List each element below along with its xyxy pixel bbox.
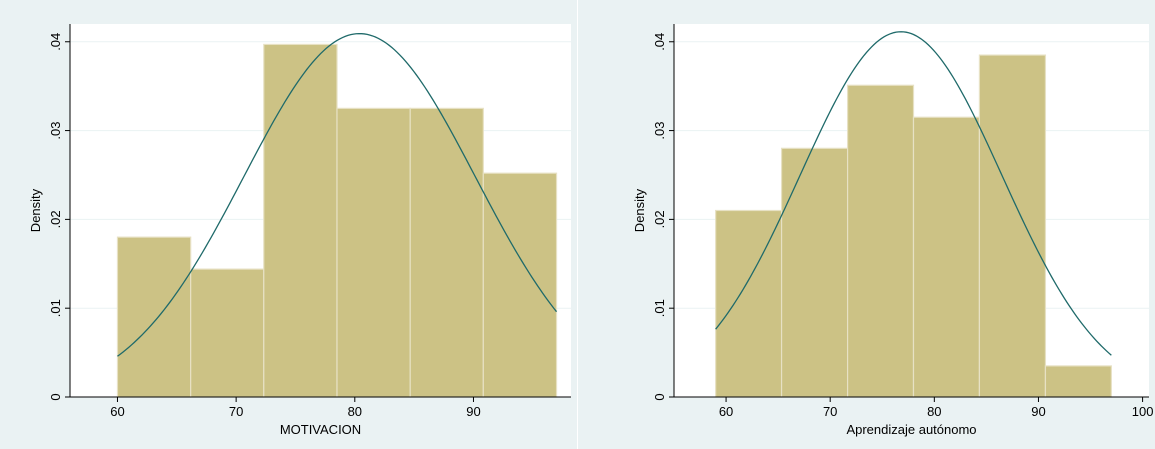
- y-tick-label: .01: [652, 299, 667, 317]
- panel-divider: [577, 0, 578, 449]
- x-tick-label: 60: [110, 404, 124, 419]
- histogram-bar: [912, 116, 981, 398]
- histogram-panel-motivacion: 0 .01 .02 .03 .04 60 70 80 90 MOTIVACION Density: [0, 0, 577, 449]
- x-tick-label: 100: [1132, 404, 1154, 419]
- histogram-bar: [780, 147, 849, 398]
- x-tick-label: 80: [927, 404, 941, 419]
- y-tick-label: .04: [652, 33, 667, 51]
- y-tick-label: .03: [652, 122, 667, 140]
- histogram-bar: [263, 43, 338, 398]
- x-axis-title: Aprendizaje autónomo: [846, 422, 976, 437]
- histogram-chart-motivacion: 0 .01 .02 .03 .04 60 70 80 90 MOTIVACION Density: [0, 0, 577, 449]
- normal-density-curve: [715, 31, 1112, 356]
- x-tick-label: 60: [719, 404, 733, 419]
- y-axis-title: Density: [28, 188, 43, 232]
- y-tick-label: .03: [48, 122, 63, 140]
- y-tick-label: .02: [48, 210, 63, 228]
- histogram-bar: [116, 236, 192, 398]
- histogram-bar: [190, 268, 265, 398]
- x-tick-label: 90: [1031, 404, 1045, 419]
- y-tick-label: .02: [652, 210, 667, 228]
- x-tick-label: 80: [348, 404, 362, 419]
- histogram-bar: [978, 54, 1047, 398]
- y-axis-title: Density: [632, 188, 647, 232]
- y-tick-label: .01: [48, 299, 63, 317]
- x-tick-label: 70: [229, 404, 243, 419]
- histogram-bar: [336, 107, 411, 398]
- x-axis-title: MOTIVACION: [280, 422, 361, 437]
- x-tick-label: 90: [466, 404, 480, 419]
- y-tick-label: 0: [48, 393, 63, 400]
- histogram-panel-aprendizaje: 0 .01 .02 .03 .04 60 70 80 90 100 Aprendizaje autó…: [578, 0, 1155, 449]
- histogram-bar: [1044, 365, 1112, 398]
- y-tick-label: 0: [652, 393, 667, 400]
- normal-density-curve: [117, 32, 558, 357]
- histogram-bar: [482, 172, 558, 398]
- histogram-bar: [846, 84, 915, 398]
- histogram-bar: [409, 107, 484, 398]
- histogram-bar: [715, 209, 783, 398]
- y-tick-label: .04: [48, 33, 63, 51]
- x-tick-label: 70: [823, 404, 837, 419]
- histogram-chart-aprendizaje: 0 .01 .02 .03 .04 60 70 80 90 100 Aprendizaje autó…: [578, 0, 1155, 449]
